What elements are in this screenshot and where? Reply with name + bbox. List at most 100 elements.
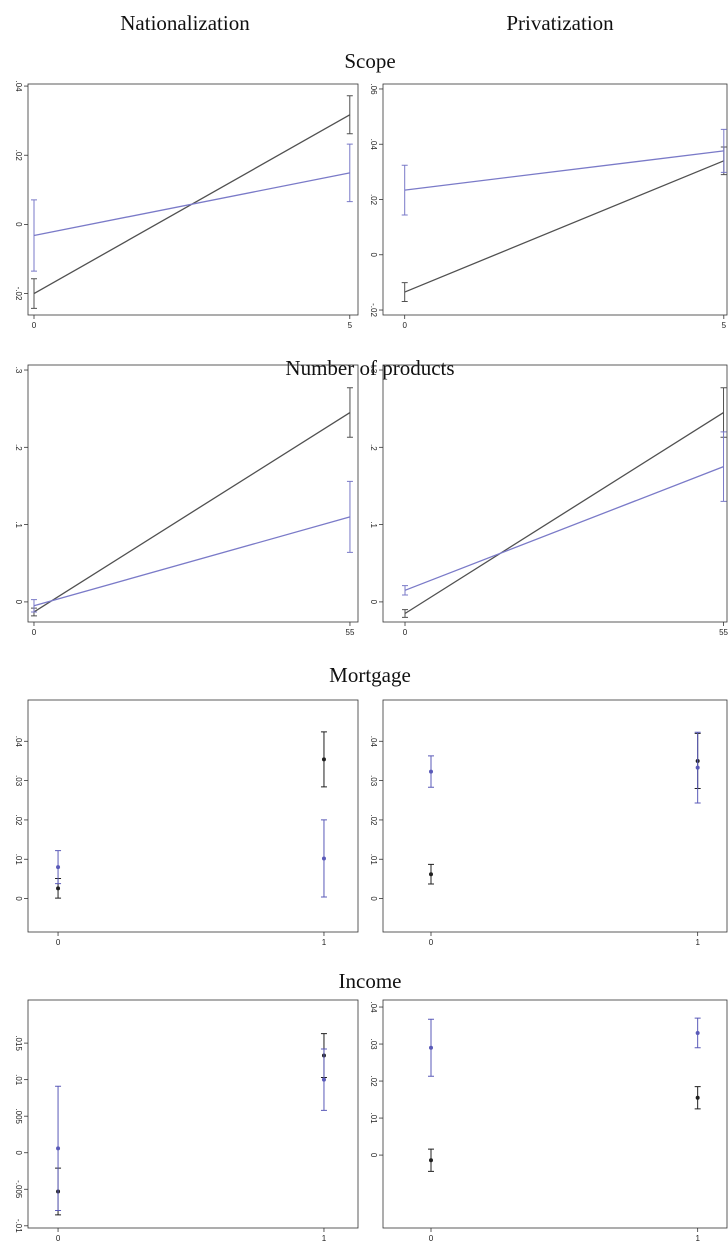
- error-bar: [401, 164, 408, 216]
- x-tick-label: 0: [429, 938, 434, 947]
- series-line: [404, 160, 725, 293]
- row-title: Scope: [344, 49, 395, 73]
- x-tick-label: 1: [322, 938, 327, 947]
- panel: 0 .1 .2 .3 0 55: [14, 364, 359, 637]
- y-tick-label: .01: [369, 854, 378, 866]
- x-tick-label: 1: [695, 938, 700, 947]
- point: [695, 765, 700, 770]
- point: [429, 769, 433, 774]
- point: [695, 1030, 700, 1035]
- row-title: Mortgage: [329, 663, 411, 687]
- error-bar: [30, 599, 37, 613]
- y-tick-label: .04: [369, 139, 378, 151]
- y-tick-label: .005: [14, 1108, 23, 1124]
- x-tick-label: 55: [719, 628, 728, 637]
- series-line: [33, 172, 350, 237]
- point: [56, 865, 61, 870]
- point: [695, 1095, 700, 1100]
- panel: -.02 0 .02 .04 0 5: [14, 81, 359, 330]
- point: [56, 886, 61, 891]
- error-bar: [31, 278, 37, 309]
- y-tick-label: .01: [14, 1074, 23, 1086]
- plot-frame: [382, 364, 728, 623]
- y-tick-label: .3: [14, 367, 23, 374]
- plot-frame: [382, 699, 728, 933]
- panel: 0 .1 .2 .3 0 55: [369, 364, 728, 637]
- x-tick-label: 1: [695, 1234, 700, 1243]
- y-tick-label: 0: [14, 896, 23, 901]
- x-tick-label: 0: [32, 321, 37, 330]
- point: [429, 1158, 433, 1163]
- y-tick-label: 0: [369, 896, 378, 901]
- series-line: [404, 411, 724, 615]
- y-tick-label: 0: [369, 1153, 378, 1158]
- error-bar: [346, 387, 353, 438]
- series-line: [404, 466, 724, 591]
- x-tick-label: 1: [322, 1234, 327, 1243]
- error-bar: [346, 480, 353, 553]
- point: [321, 1077, 326, 1082]
- y-tick-label: -.01: [14, 1219, 23, 1233]
- error-bar: [346, 143, 353, 203]
- y-tick-label: .015: [14, 1035, 23, 1051]
- error-bar: [31, 199, 37, 272]
- y-tick-label: 0: [369, 253, 378, 258]
- plot-frame: [382, 999, 728, 1229]
- error-bar: [720, 387, 727, 438]
- x-tick-label: 5: [722, 321, 727, 330]
- y-tick-label: .01: [14, 854, 23, 866]
- y-tick-label: 0: [369, 600, 378, 605]
- y-tick-label: 0: [14, 1151, 23, 1156]
- y-tick-label: .3: [369, 367, 378, 374]
- y-tick-label: .04: [369, 736, 378, 748]
- point: [321, 757, 326, 762]
- column-title: Privatization: [506, 11, 614, 35]
- column-title: Nationalization: [120, 11, 250, 35]
- y-tick-label: -.005: [14, 1180, 23, 1199]
- point: [429, 872, 433, 877]
- x-tick-label: 0: [429, 1234, 434, 1243]
- point: [56, 1146, 61, 1151]
- x-tick-label: 0: [32, 628, 37, 637]
- y-tick-label: .01: [369, 1113, 378, 1125]
- series-line: [33, 516, 351, 607]
- y-tick-label: .04: [369, 1001, 378, 1013]
- y-tick-label: .02: [369, 1075, 378, 1087]
- y-tick-label: .1: [14, 521, 23, 528]
- y-tick-label: .2: [14, 444, 23, 451]
- x-tick-label: 55: [346, 628, 355, 637]
- panel: -.01 -.005 0 .005 .01 .015 0 1: [14, 999, 359, 1243]
- panel: 0 .01 .02 .03 .04 0 1: [14, 699, 359, 947]
- point: [321, 856, 326, 861]
- y-tick-label: .02: [14, 150, 23, 162]
- row-title: Income: [339, 969, 402, 993]
- error-bar: [720, 128, 727, 173]
- x-tick-label: 0: [56, 1234, 61, 1243]
- y-tick-label: -.02: [369, 303, 378, 317]
- x-tick-label: 0: [56, 938, 61, 947]
- error-bar: [401, 282, 408, 302]
- y-tick-label: .04: [14, 736, 23, 748]
- panel: 0 .01 .02 .03 .04 0 1: [369, 699, 728, 947]
- x-tick-label: 0: [402, 321, 407, 330]
- series-line: [33, 411, 351, 613]
- y-tick-label: 0: [14, 600, 23, 605]
- x-tick-label: 5: [348, 321, 353, 330]
- error-bar: [402, 609, 409, 618]
- y-tick-label: .2: [369, 444, 378, 451]
- y-tick-label: .02: [14, 814, 23, 826]
- y-tick-label: .02: [369, 194, 378, 206]
- y-tick-label: .03: [14, 775, 23, 787]
- plot-frame: [27, 364, 359, 623]
- y-tick-label: 0: [14, 222, 23, 227]
- y-tick-label: .03: [369, 1038, 378, 1050]
- panel: -.02 0 .02 .04 .06 0 5: [369, 83, 728, 330]
- error-bar: [402, 585, 409, 596]
- plot-frame: [27, 699, 359, 933]
- plot-frame: [27, 999, 359, 1229]
- row-title: Number of products: [285, 356, 454, 380]
- y-tick-label: .02: [369, 814, 378, 826]
- y-tick-label: .04: [14, 81, 23, 93]
